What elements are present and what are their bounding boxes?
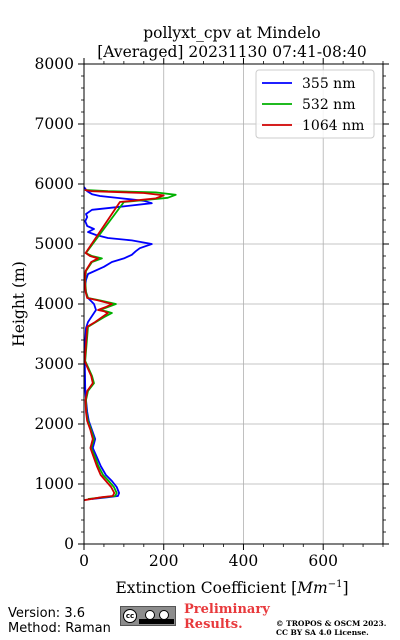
y-tick-label: 1000 (35, 475, 74, 493)
y-tick-label: 3000 (35, 355, 74, 373)
legend-label: 355 nm (302, 76, 355, 92)
y-tick-label: 4000 (35, 295, 74, 313)
y-tick-label: 5000 (35, 235, 74, 253)
legend: 355 nm 532 nm 1064 nm (255, 69, 375, 139)
method-text: Method: Raman (8, 621, 111, 636)
axes: 0 200 400 600010002000300040005000600070008… (35, 55, 389, 570)
series-line-355-nm (84, 186, 153, 500)
legend-label: 532 nm (302, 97, 355, 113)
cc-icon: cc (123, 609, 137, 623)
y-tick-label: 7000 (35, 115, 74, 133)
y-tick-label: 8000 (35, 55, 74, 73)
legend-box (255, 69, 375, 139)
legend-label: 1064 nm (302, 118, 364, 134)
copyright-note: © TROPOS & OSCM 2023. CC BY SA 4.0 Licen… (276, 619, 386, 637)
cc-band (139, 619, 174, 624)
version-text: Version: 3.6 (8, 606, 85, 621)
cc-license-logo: cc (120, 606, 176, 626)
y-tick-label: 0 (64, 535, 74, 553)
x-tick-label: 400 (229, 552, 259, 570)
copyright-line-2: CC BY SA 4.0 License. (276, 628, 369, 637)
x-axis-label: Extinction Coefficient [Mm−1] (115, 579, 348, 597)
preliminary-line-2: Results. (184, 617, 243, 632)
series-line-1064-nm (84, 189, 165, 502)
chart-subtitle: [Averaged] 20231130 07:41-08:40 (97, 43, 367, 61)
x-tick-label: 200 (149, 552, 179, 570)
x-tick-label: 600 (308, 552, 338, 570)
preliminary-results-note: Preliminary Results. (184, 602, 270, 632)
preliminary-line-1: Preliminary (184, 602, 270, 617)
y-tick-label: 2000 (35, 415, 74, 433)
copyright-line-1: © TROPOS & OSCM 2023. (276, 619, 387, 628)
y-tick-label: 6000 (35, 175, 74, 193)
series-layer (84, 186, 177, 502)
y-axis-label: Height (m) (10, 261, 28, 347)
x-tick-label: 0 (79, 552, 89, 570)
chart-title: pollyxt_cpv at Mindelo (143, 24, 321, 42)
extinction-profile-chart: 0 200 400 600010002000300040005000600070008… (10, 24, 389, 597)
series-line-532-nm (84, 189, 177, 500)
